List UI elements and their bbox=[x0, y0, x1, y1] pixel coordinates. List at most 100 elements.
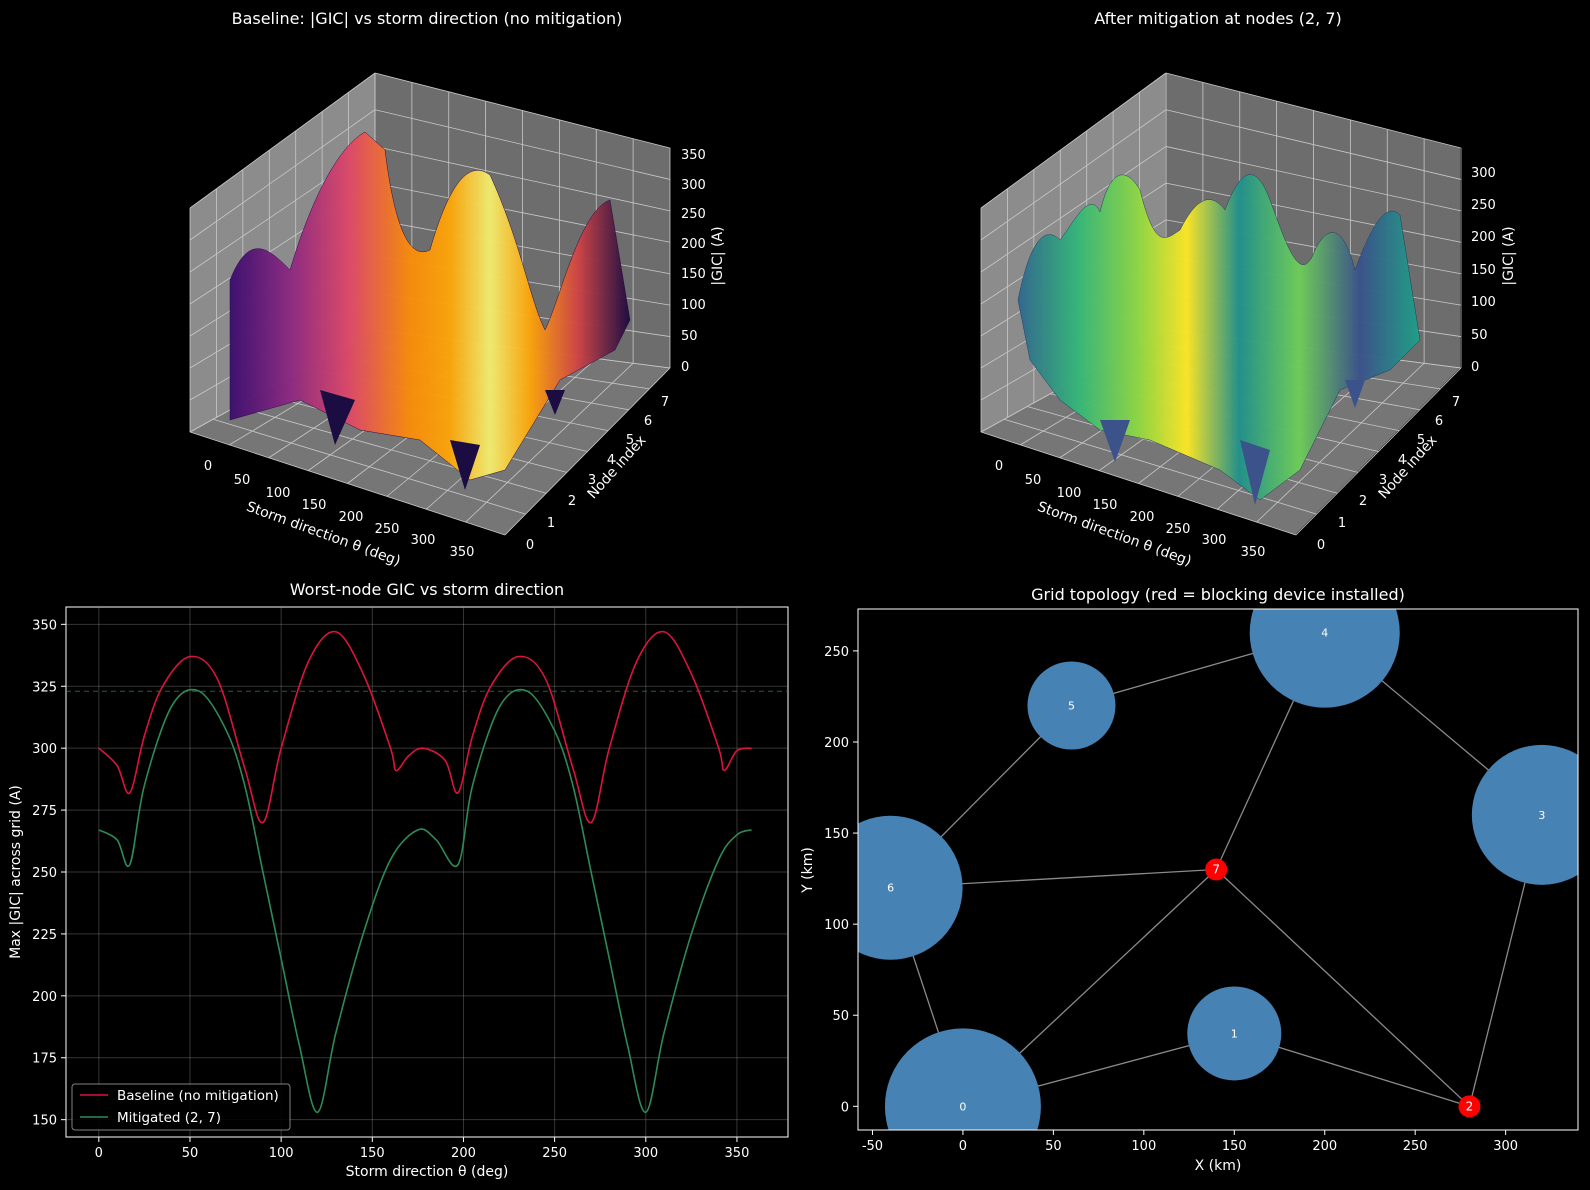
mitigated-surface-panel: After mitigation at nodes (2, 7) 0 50 10… bbox=[980, 9, 1517, 570]
mitigated-xtick-label: 150 bbox=[1093, 498, 1118, 513]
mitigated-ytick-label: 4 bbox=[1398, 453, 1406, 468]
baseline-ztick-label: 150 bbox=[681, 267, 706, 282]
node-label: 0 bbox=[959, 1100, 966, 1113]
mitigated-ztick-label: 50 bbox=[1471, 328, 1488, 343]
baseline-xtick-label: 0 bbox=[204, 459, 212, 474]
mitigated-ytick-label: 2 bbox=[1359, 494, 1367, 509]
x-tick-label: 300 bbox=[1493, 1139, 1518, 1154]
line-ticks: 0 50 100 150 200 250 300 350 150 175 200 225 250 275 3… bbox=[32, 618, 749, 1161]
line-plot-area bbox=[65, 606, 789, 1138]
mitigated-ztick-label: 0 bbox=[1471, 360, 1479, 375]
baseline-ztick-label: 50 bbox=[681, 329, 698, 344]
node-label: 4 bbox=[1321, 627, 1328, 640]
legend-mitigated-label: Mitigated (2, 7) bbox=[117, 1110, 221, 1126]
line-ylabel: Max |GIC| across grid (A) bbox=[8, 785, 24, 959]
x-tick-label: 0 bbox=[95, 1146, 103, 1161]
baseline-surface-troughs bbox=[320, 390, 565, 490]
x-tick-label: 100 bbox=[1131, 1139, 1156, 1154]
x-tick-label: 250 bbox=[1403, 1139, 1428, 1154]
baseline-xtick-label: 100 bbox=[266, 486, 291, 501]
baseline-ztick-label: 100 bbox=[681, 298, 706, 313]
network-node bbox=[1249, 609, 1400, 708]
baseline-series-line bbox=[98, 630, 752, 824]
pane-gridline bbox=[504, 367, 671, 536]
y-tick-label: 150 bbox=[32, 1114, 57, 1129]
y-tick-label: 150 bbox=[824, 827, 849, 842]
node-label: 2 bbox=[1466, 1099, 1474, 1113]
pane-gridline bbox=[189, 109, 376, 241]
pane-gridline bbox=[1165, 72, 1462, 149]
pane-gridline bbox=[1295, 367, 1462, 536]
x-tick-label: 300 bbox=[633, 1146, 658, 1161]
mitigated-y-ticks: 0 1 2 3 4 5 6 7 bbox=[1317, 395, 1460, 553]
mitigated-zlabel: |GIC| (A) bbox=[1501, 226, 1517, 285]
pane-gridline bbox=[374, 146, 671, 212]
pane-gridline bbox=[374, 72, 671, 149]
x-tick-label: 150 bbox=[1222, 1139, 1247, 1154]
network-edge bbox=[1215, 869, 1470, 1107]
baseline-ytick-label: 5 bbox=[626, 433, 634, 448]
blocked-node bbox=[1458, 1095, 1481, 1118]
baseline-ytick-label: 3 bbox=[588, 473, 596, 488]
baseline-ytick-label: 7 bbox=[661, 395, 669, 410]
baseline-xtick-label: 50 bbox=[234, 473, 251, 488]
topology-ylabel: Y (km) bbox=[800, 847, 816, 894]
baseline-ztick-label: 200 bbox=[681, 237, 706, 252]
x-tick-label: 350 bbox=[725, 1146, 750, 1161]
pane-gridline bbox=[980, 146, 1167, 273]
pane-gridline bbox=[374, 182, 671, 243]
network-node bbox=[884, 1028, 1041, 1130]
pane-gridline bbox=[189, 72, 376, 209]
x-tick-label: 150 bbox=[360, 1146, 385, 1161]
x-tick-label: 200 bbox=[451, 1146, 476, 1161]
y-tick-label: 0 bbox=[841, 1100, 849, 1115]
pane-gridline bbox=[1165, 182, 1462, 243]
node-label: 3 bbox=[1538, 809, 1545, 822]
topology-title: Grid topology (red = blocking device ins… bbox=[1031, 585, 1405, 604]
mitigated-z-ticks: 0 50 100 150 200 250 300 bbox=[1471, 166, 1496, 375]
baseline-xtick-label: 300 bbox=[411, 533, 436, 548]
mitigated-xtick-label: 50 bbox=[1025, 473, 1042, 488]
baseline-ytick-label: 4 bbox=[607, 453, 615, 468]
x-tick-label: -50 bbox=[862, 1139, 883, 1154]
topology-xlabel: X (km) bbox=[1195, 1158, 1242, 1174]
baseline-ztick-label: 300 bbox=[681, 178, 706, 193]
x-tick-label: 50 bbox=[182, 1146, 199, 1161]
topology-network: 0 1 2 3 4 5 6 7 bbox=[858, 609, 1578, 1130]
baseline-title: Baseline: |GIC| vs storm direction (no m… bbox=[232, 9, 623, 28]
blocked-node bbox=[1205, 858, 1228, 881]
line-series bbox=[98, 630, 752, 1114]
baseline-ytick-label: 2 bbox=[568, 494, 576, 509]
mitigated-ytick-label: 3 bbox=[1379, 473, 1387, 488]
mitigated-ztick-label: 200 bbox=[1471, 230, 1496, 245]
node-label: 5 bbox=[1068, 700, 1075, 713]
mitigated-ztick-label: 250 bbox=[1471, 198, 1496, 213]
pane-gridline bbox=[374, 109, 671, 180]
mitigated-ytick-label: 7 bbox=[1452, 395, 1460, 410]
baseline-xtick-label: 150 bbox=[302, 498, 327, 513]
baseline-zlabel: |GIC| (A) bbox=[710, 226, 726, 285]
baseline-xtick-label: 350 bbox=[450, 545, 475, 560]
y-tick-label: 50 bbox=[832, 1009, 849, 1024]
mitigated-surface bbox=[1017, 174, 1421, 501]
mitigated-ztick-label: 150 bbox=[1471, 263, 1496, 278]
mitigated-title: After mitigation at nodes (2, 7) bbox=[1094, 9, 1341, 28]
mitigated-xtick-label: 100 bbox=[1057, 486, 1082, 501]
y-tick-label: 350 bbox=[32, 618, 57, 633]
y-tick-label: 100 bbox=[824, 918, 849, 933]
mitigated-xtick-label: 350 bbox=[1241, 545, 1266, 560]
y-tick-label: 275 bbox=[32, 804, 57, 819]
node-label: 1 bbox=[1231, 1027, 1238, 1040]
mitigated-ztick-label: 300 bbox=[1471, 166, 1496, 181]
mitigated-ytick-label: 1 bbox=[1338, 516, 1346, 531]
baseline-ytick-label: 1 bbox=[547, 516, 555, 531]
y-tick-label: 200 bbox=[32, 990, 57, 1005]
y-tick-label: 250 bbox=[824, 645, 849, 660]
network-node bbox=[1027, 661, 1116, 750]
worst-node-line-panel: Worst-node GIC vs storm direction 0 50 100… bbox=[8, 580, 789, 1180]
grid-topology-panel: Grid topology (red = blocking device ins… bbox=[800, 585, 1579, 1174]
legend-box bbox=[71, 1083, 291, 1131]
legend-baseline-label: Baseline (no mitigation) bbox=[117, 1088, 279, 1104]
pane-gridline bbox=[980, 109, 1167, 241]
